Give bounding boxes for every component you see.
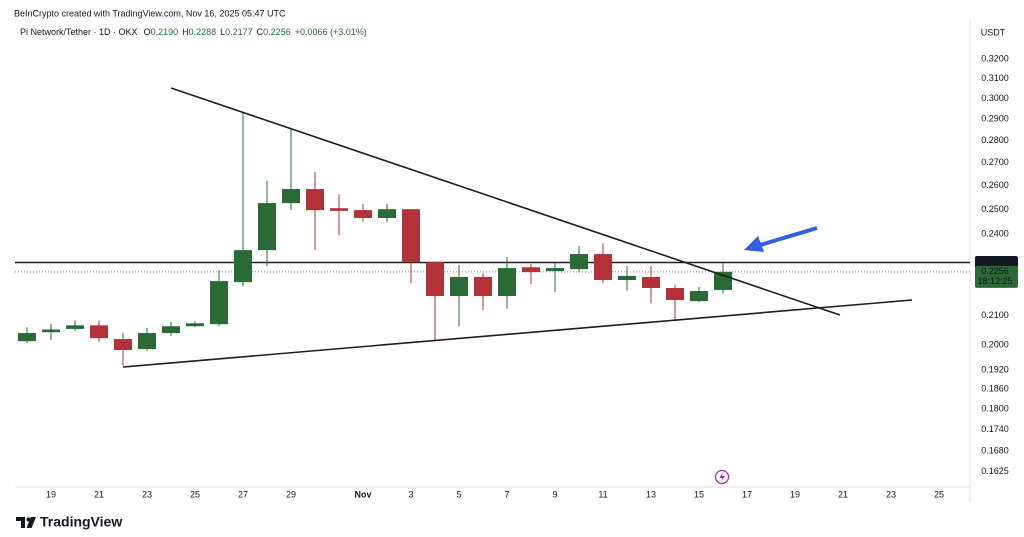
- brand-logo: TradingView: [16, 514, 122, 530]
- y-tick-label: 0.2400: [981, 229, 1009, 239]
- x-tick-label: 25: [190, 489, 200, 499]
- y-tick-label: 0.3100: [981, 73, 1009, 83]
- candle-body: [666, 287, 684, 300]
- price-line-tag: [975, 255, 1018, 269]
- x-tick-label: 5: [456, 489, 461, 499]
- candle-body: [426, 262, 444, 297]
- attribution: BeInCrypto created with TradingView.com,…: [14, 8, 286, 18]
- upper-trendline: [170, 87, 841, 316]
- logo-v: [26, 517, 36, 528]
- candle-body: [546, 268, 564, 272]
- y-tick-label: 0.1740: [981, 424, 1009, 434]
- candle-body: [90, 325, 108, 339]
- x-tick-label: 11: [598, 489, 607, 499]
- candle-body: [450, 276, 468, 297]
- y-tick-label: 0.2500: [981, 204, 1009, 214]
- candle-body: [186, 323, 204, 327]
- legend-value: 0.2288: [189, 27, 217, 37]
- x-tick-label: 29: [286, 489, 296, 499]
- y-tick-label: 0.3200: [981, 54, 1009, 64]
- candle-body: [594, 254, 612, 280]
- x-tick-label: 7: [504, 489, 509, 499]
- x-tick-label: 15: [694, 489, 704, 499]
- legend-key: O: [144, 27, 151, 37]
- x-tick-label: 21: [838, 489, 848, 499]
- candle-body: [330, 208, 348, 211]
- x-tick-label: 13: [646, 489, 656, 499]
- candle-body: [522, 267, 540, 273]
- candle-body: [114, 339, 132, 350]
- candle-body: [642, 276, 660, 288]
- symbol-legend: Pi Network/Tether · 1D · OKX O0.2190 H0.22…: [20, 27, 367, 37]
- legend-value: 0.2190: [151, 27, 179, 37]
- legend-key: C: [257, 27, 264, 37]
- candle-body: [42, 329, 60, 333]
- candle-body: [354, 210, 372, 218]
- candle-body: [498, 268, 516, 297]
- candle-body: [570, 254, 588, 270]
- candle-body: [258, 203, 276, 251]
- x-tick-label: 3: [408, 489, 413, 499]
- event-bolt: [719, 472, 725, 482]
- price-line-tag-label: 0.2291: [981, 257, 1009, 267]
- last-price-tag-label: 0.2256: [981, 266, 1009, 276]
- y-axis-unit: USDT: [981, 27, 1006, 37]
- candle-body: [234, 250, 252, 283]
- candle-body: [306, 189, 324, 211]
- x-tick-label: Nov: [354, 489, 371, 499]
- x-tick-label: 21: [94, 489, 104, 499]
- y-tick-label: 0.2700: [981, 157, 1009, 167]
- x-tick-label: 19: [790, 489, 800, 499]
- y-tick-label: 0.1680: [981, 446, 1009, 456]
- event-icon: [714, 469, 730, 485]
- x-tick-label: 19: [46, 489, 56, 499]
- x-tick-label: 23: [142, 489, 152, 499]
- candle-body: [162, 326, 180, 334]
- x-tick-label: 9: [552, 489, 557, 499]
- x-tick-label: 25: [934, 489, 944, 499]
- plot-area: [15, 112, 970, 366]
- legend-key: H: [182, 27, 189, 37]
- y-tick-label: 0.2000: [981, 339, 1009, 349]
- x-tick-label: 27: [238, 489, 248, 499]
- y-tick-label: 0.2900: [981, 114, 1009, 124]
- y-tick-label: 0.2800: [981, 135, 1009, 145]
- blue-arrow: [744, 226, 818, 252]
- last-price-tag: [975, 265, 1018, 288]
- y-tick-label: 0.3000: [981, 93, 1009, 103]
- y-tick-label: 0.2100: [981, 310, 1009, 320]
- x-tick-label: 23: [886, 489, 896, 499]
- y-tick-label: 0.1625: [981, 466, 1009, 476]
- y-tick-label: 0.2600: [981, 180, 1009, 190]
- candle-body: [618, 275, 636, 280]
- candle-body: [18, 333, 36, 342]
- candle-body: [474, 276, 492, 297]
- candle-body: [378, 209, 396, 218]
- candle-body: [210, 281, 228, 325]
- legend-value: 0.2256: [263, 27, 291, 37]
- legend-value: 0.2177: [225, 27, 253, 37]
- logo-dot: [26, 517, 31, 522]
- candle-body: [138, 333, 156, 350]
- y-tick-label: 0.1860: [981, 384, 1009, 394]
- candle-body: [66, 325, 84, 329]
- countdown: 18:12:25: [977, 276, 1012, 286]
- symbol-name: Pi Network/Tether · 1D · OKX: [20, 27, 138, 37]
- brand-name: TradingView: [40, 514, 122, 530]
- logo-t: [16, 517, 25, 528]
- candle-body: [402, 209, 420, 263]
- x-tick-label: 17: [742, 489, 752, 499]
- y-tick-label: 0.1800: [981, 404, 1009, 414]
- lower-trendline: [122, 299, 913, 368]
- legend-key: L: [220, 27, 225, 37]
- y-tick-label: 0.1920: [981, 364, 1009, 374]
- legend-change: +0.0066 (+3.01%): [295, 27, 367, 37]
- candle-body: [690, 291, 708, 302]
- candle-body: [282, 189, 300, 204]
- arrow-shaft: [759, 226, 818, 247]
- arrow-head: [744, 236, 764, 252]
